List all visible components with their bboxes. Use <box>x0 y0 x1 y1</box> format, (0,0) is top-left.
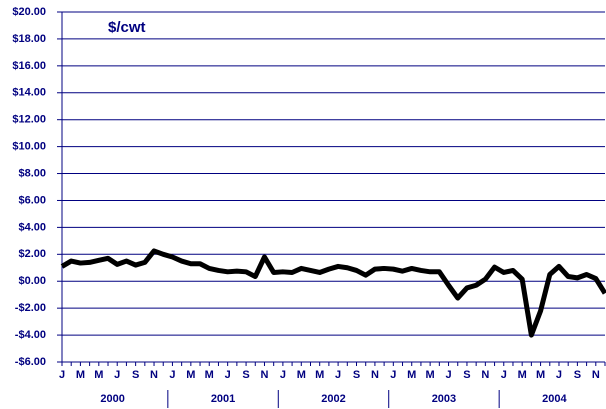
x-tick-label: M <box>297 369 306 381</box>
x-tick-label: M <box>76 369 85 381</box>
y-tick-label: -$6.00 <box>15 356 46 368</box>
y-tick-label: -$4.00 <box>15 329 46 341</box>
x-tick-label: S <box>353 369 360 381</box>
year-label: 2000 <box>100 393 124 405</box>
y-tick-label: $14.00 <box>12 87 46 99</box>
x-tick-label: J <box>556 369 562 381</box>
x-tick-label: J <box>225 369 231 381</box>
x-tick-label: J <box>280 369 286 381</box>
x-tick-label: N <box>260 369 268 381</box>
y-tick-label: $2.00 <box>18 248 46 260</box>
y-tick-label: $10.00 <box>12 141 46 153</box>
x-tick-label: J <box>390 369 396 381</box>
x-tick-label: J <box>445 369 451 381</box>
year-label: 2001 <box>211 393 235 405</box>
x-tick-label: M <box>315 369 324 381</box>
year-label: 2002 <box>321 393 345 405</box>
data-line <box>60 248 606 338</box>
y-tick-label: $4.00 <box>18 221 46 233</box>
y-tick-label: $6.00 <box>18 194 46 206</box>
x-tick-label: M <box>426 369 435 381</box>
y-tick-label: -$2.00 <box>15 302 46 314</box>
x-tick-label: N <box>481 369 489 381</box>
x-tick-label: J <box>335 369 341 381</box>
year-label: 2004 <box>542 393 567 405</box>
x-tick-label: J <box>59 369 65 381</box>
x-tick-label: M <box>536 369 545 381</box>
x-tick-label: N <box>592 369 600 381</box>
y-tick-label: $20.00 <box>12 6 46 18</box>
x-tick-label: J <box>169 369 175 381</box>
y-tick-label: $0.00 <box>18 275 46 287</box>
y-tick-label: $16.00 <box>12 60 46 72</box>
unit-annotation: $/cwt <box>108 19 146 36</box>
year-label: 2003 <box>432 393 456 405</box>
x-tick-label: J <box>114 369 120 381</box>
y-tick-label: $18.00 <box>12 33 46 45</box>
x-tick-label: N <box>371 369 379 381</box>
x-tick-label: S <box>574 369 581 381</box>
x-tick-label: J <box>501 369 507 381</box>
x-tick-label: M <box>518 369 527 381</box>
x-tick-label: M <box>407 369 416 381</box>
x-tick-label: M <box>186 369 195 381</box>
y-tick-label: $8.00 <box>18 167 46 179</box>
x-tick-label: N <box>150 369 158 381</box>
x-tick-label: M <box>94 369 103 381</box>
x-tick-label: S <box>463 369 470 381</box>
x-tick-label: M <box>205 369 214 381</box>
x-tick-label: S <box>132 369 139 381</box>
y-tick-label: $12.00 <box>12 114 46 126</box>
x-tick-label: S <box>242 369 249 381</box>
